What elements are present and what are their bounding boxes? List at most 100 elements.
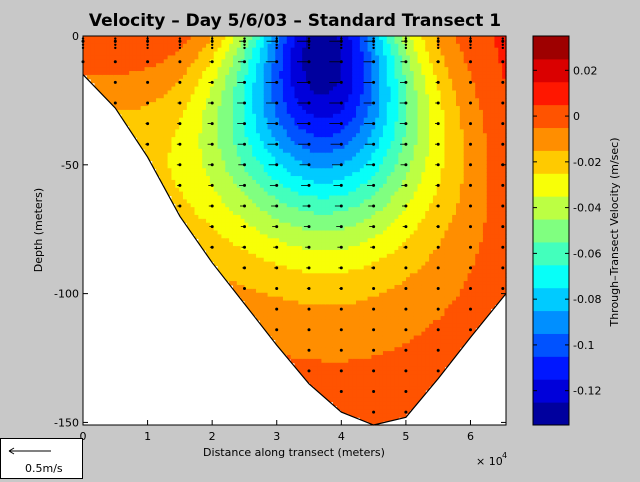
contour-cell — [140, 94, 146, 99]
contour-cell — [117, 109, 123, 115]
contour-cell — [302, 246, 307, 251]
contour-cell — [356, 214, 361, 220]
contour-cell — [375, 129, 380, 134]
contour-cell — [144, 71, 149, 76]
contour-cell — [386, 331, 392, 337]
contour-cell — [282, 351, 288, 356]
contour-cell — [125, 113, 130, 119]
contour-cell — [132, 63, 138, 68]
contour-cell — [167, 183, 173, 189]
contour-cell — [344, 55, 349, 60]
contour-cell — [259, 144, 265, 150]
contour-cell — [182, 144, 188, 150]
contour-cell — [279, 117, 284, 123]
contour-cell — [348, 106, 353, 111]
contour-cell — [336, 292, 342, 298]
contour-cell — [294, 277, 299, 282]
contour-cell — [286, 284, 292, 290]
contour-cell — [302, 98, 307, 103]
contour-cell — [329, 63, 334, 68]
contour-cell — [132, 59, 138, 64]
contour-cell — [271, 82, 276, 88]
contour-cell — [317, 386, 323, 391]
contour-cell — [332, 284, 338, 290]
contour-cell — [313, 319, 319, 325]
contour-cell — [121, 63, 126, 68]
contour-cell — [256, 137, 261, 142]
contour-cell — [186, 164, 192, 169]
contour-cell — [275, 63, 280, 68]
contour-cell — [256, 47, 261, 53]
contour-cell — [182, 179, 188, 185]
contour-cell — [156, 141, 161, 146]
contour-cell — [275, 269, 280, 274]
contour-cell — [163, 121, 169, 127]
contour-cell — [340, 312, 346, 317]
contour-cell — [356, 300, 361, 306]
contour-cell — [321, 137, 326, 142]
contour-cell — [356, 125, 361, 130]
contour-cell — [290, 113, 296, 119]
contour-cell — [317, 133, 323, 138]
contour-cell — [263, 172, 269, 177]
contour-cell — [309, 265, 315, 270]
contour-cell — [156, 55, 161, 60]
contour-cell — [240, 164, 246, 169]
contour-cell — [263, 284, 269, 290]
contour-cell — [363, 343, 369, 348]
contour-cell — [194, 187, 199, 193]
contour-cell — [221, 51, 226, 57]
contour-cell — [229, 113, 234, 119]
contour-cell — [329, 382, 334, 387]
contour-cell — [386, 234, 392, 239]
contour-cell — [332, 296, 338, 302]
contour-cell — [213, 226, 219, 232]
contour-cell — [375, 141, 380, 146]
contour-cell — [94, 63, 99, 68]
contour-cell — [302, 86, 307, 92]
contour-cell — [382, 214, 388, 220]
contour-cell — [313, 211, 319, 216]
contour-cell — [232, 277, 238, 282]
contour-cell — [267, 199, 273, 204]
contour-cell — [371, 106, 376, 111]
contour-cell — [190, 102, 196, 107]
contour-cell — [271, 156, 276, 162]
contour-cell — [194, 86, 199, 92]
contour-cell — [206, 39, 211, 45]
contour-cell — [309, 78, 315, 84]
contour-cell — [302, 292, 307, 298]
contour-cell — [267, 308, 273, 313]
contour-cell — [317, 242, 323, 247]
contour-cell — [302, 78, 307, 84]
contour-cell — [348, 316, 353, 321]
contour-cell — [386, 226, 392, 232]
contour-cell — [179, 106, 184, 111]
contour-cell — [132, 121, 138, 127]
contour-cell — [171, 78, 176, 84]
contour-cell — [286, 125, 292, 130]
contour-cell — [252, 249, 257, 255]
contour-cell — [229, 144, 234, 150]
contour-cell — [379, 354, 384, 360]
contour-cell — [229, 168, 234, 173]
contour-cell — [344, 43, 349, 49]
contour-cell — [252, 179, 257, 185]
contour-cell — [348, 98, 353, 103]
contour-cell — [348, 292, 353, 298]
contour-cell — [256, 36, 261, 41]
contour-cell — [209, 164, 215, 169]
contour-cell — [329, 370, 334, 376]
contour-cell — [356, 316, 361, 321]
contour-cell — [259, 296, 265, 302]
contour-cell — [282, 183, 288, 189]
contour-cell — [290, 335, 296, 341]
contour-cell — [321, 183, 326, 189]
contour-cell — [225, 148, 230, 154]
contour-cell — [167, 47, 173, 53]
contour-cell — [306, 148, 311, 154]
contour-cell — [336, 257, 342, 263]
contour-cell — [144, 51, 149, 57]
contour-cell — [248, 55, 253, 60]
contour-cell — [332, 144, 338, 150]
